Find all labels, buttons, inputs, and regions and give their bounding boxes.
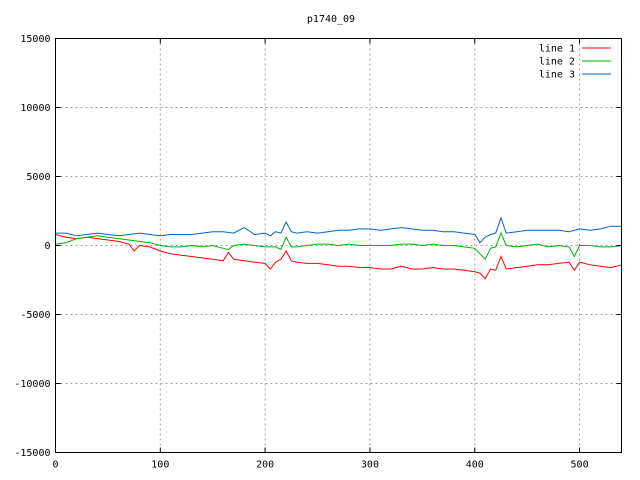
- axes: 0 100 200 300 400 500 -15000 -10000 -5000 0 5000 10…: [14, 34, 622, 471]
- series-line-1: [55, 234, 622, 280]
- x-tick-label: 500: [571, 460, 589, 471]
- legend-label: line 1: [539, 44, 575, 55]
- y-tick-label: 15000: [20, 34, 50, 45]
- x-tick-label: 400: [466, 460, 484, 471]
- y-tick-label: -15000: [14, 448, 50, 459]
- series-line-3: [55, 216, 622, 244]
- y-tick-label: -10000: [14, 379, 50, 390]
- x-tick-label: 300: [361, 460, 379, 471]
- x-tick-label: 200: [256, 460, 274, 471]
- series-group: [55, 216, 622, 280]
- series-line-2: [55, 231, 622, 261]
- y-tick-label: 0: [44, 241, 50, 252]
- chart-title: p1740_09: [307, 14, 355, 25]
- y-tick-label: 10000: [20, 103, 50, 114]
- legend: line 1 line 2 line 3: [539, 44, 611, 81]
- legend-label: line 3: [539, 70, 575, 81]
- legend-label: line 2: [539, 57, 575, 68]
- y-tick-label: -5000: [20, 310, 50, 321]
- y-tick-label: 5000: [26, 172, 50, 183]
- x-tick-label: 100: [151, 460, 169, 471]
- x-tick-label: 0: [52, 460, 58, 471]
